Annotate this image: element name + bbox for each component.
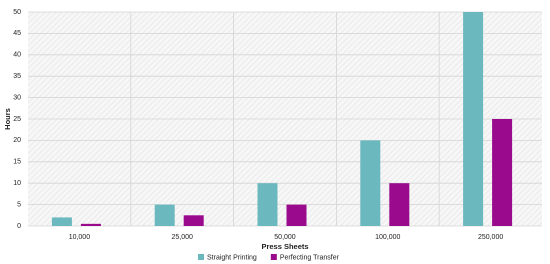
y-tick-label: 15 xyxy=(13,159,21,166)
bar xyxy=(183,215,204,226)
y-axis-title: Hours xyxy=(3,108,12,130)
bar xyxy=(154,204,175,226)
x-tick-label: 50,000 xyxy=(274,234,296,241)
y-tick-label: 50 xyxy=(13,9,21,16)
bar xyxy=(257,183,278,226)
bar xyxy=(51,217,72,226)
y-tick-label: 30 xyxy=(13,94,21,101)
bar xyxy=(389,183,410,226)
x-tick-label: 10,000 xyxy=(69,234,91,241)
legend-swatch xyxy=(198,254,204,260)
y-tick-label: 10 xyxy=(13,180,21,187)
x-tick-label: 25,000 xyxy=(171,234,193,241)
y-tick-label: 35 xyxy=(13,73,21,80)
y-tick-label: 0 xyxy=(17,223,21,230)
y-tick-label: 25 xyxy=(13,116,21,123)
y-tick-label: 5 xyxy=(17,201,21,208)
bar xyxy=(360,140,381,226)
bar xyxy=(492,119,513,226)
x-tick-label: 100,000 xyxy=(375,234,400,241)
legend-swatch xyxy=(270,254,277,260)
x-tick-label: 250,000 xyxy=(478,234,503,241)
legend-label: Perfecting Transfer xyxy=(280,254,340,261)
x-axis-title: Press Sheets xyxy=(261,242,308,251)
bar xyxy=(80,223,101,226)
bar xyxy=(286,204,307,226)
y-tick-label: 20 xyxy=(13,137,21,144)
y-tick-label: 45 xyxy=(13,30,21,37)
legend-label: Straight Printing xyxy=(207,254,257,261)
legend: Straight Printing Perfecting Transfer xyxy=(198,254,340,261)
bar xyxy=(463,12,484,226)
y-tick-label: 40 xyxy=(13,52,21,59)
